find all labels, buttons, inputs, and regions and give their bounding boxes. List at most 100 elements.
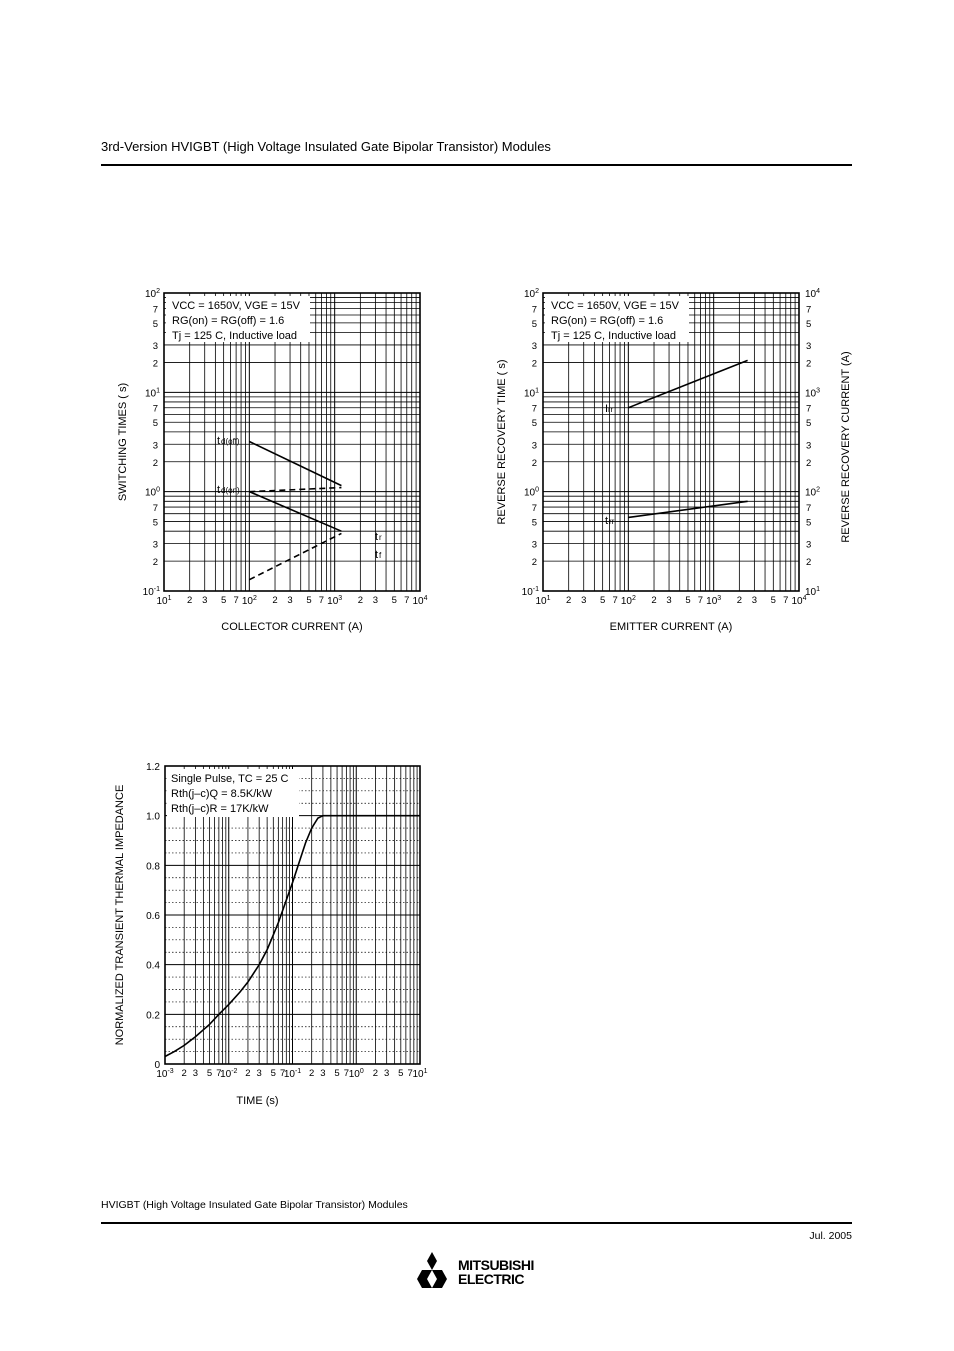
x-tick-label: 7 — [404, 595, 409, 606]
y2-axis-label: REVERSE RECOVERY CURRENT (A) — [840, 351, 852, 542]
series-line-tf — [249, 490, 342, 532]
x-tick-label: 10-2 — [220, 1068, 237, 1080]
x-tick-label: 3 — [373, 595, 378, 606]
y2-tick-label: 7 — [806, 304, 811, 315]
x-tick-label: 10-1 — [284, 1068, 301, 1080]
series-label-tf: t — [375, 549, 378, 561]
x-tick-label: 101 — [535, 595, 550, 607]
series-label-tr: t — [375, 531, 378, 543]
y-tick-label: 7 — [153, 304, 158, 315]
x-tick-label: 103 — [327, 595, 342, 607]
mitsubishi-logo: MITSUBISHI ELECTRIC — [408, 1250, 548, 1292]
y-tick-label: 0.4 — [146, 961, 160, 972]
y-axis-label: REVERSE RECOVERY TIME ( s) — [496, 359, 508, 524]
x-tick-label: 3 — [320, 1068, 325, 1079]
series-label-tr: r — [379, 533, 382, 542]
x-tick-label: 5 — [271, 1068, 276, 1079]
x-tick-label: 2 — [737, 595, 742, 606]
condition-text: Single Pulse, TC = 25 C — [171, 773, 289, 785]
series-label-td-off: t — [217, 435, 220, 447]
x-tick-label: 10-3 — [156, 1068, 173, 1080]
plot-frame — [542, 292, 800, 592]
y-tick-label: 3 — [153, 540, 158, 551]
x-tick-label: 2 — [182, 1068, 187, 1079]
condition-text: Rth(j–c)R = 17K/kW — [171, 803, 269, 815]
series-line-tdon — [249, 486, 342, 493]
series-label-td-on: t — [217, 484, 220, 496]
y-tick-label: 101 — [145, 387, 160, 399]
y2-tick-label: 5 — [806, 418, 811, 429]
y-tick-label: 3 — [532, 540, 537, 551]
y2-tick-label: 104 — [805, 288, 820, 300]
y-tick-label: 0 — [154, 1060, 160, 1071]
x-tick-label: 5 — [306, 595, 311, 606]
x-tick-label: 2 — [358, 595, 363, 606]
y-tick-label: 5 — [532, 319, 537, 330]
y2-tick-label: 5 — [806, 319, 811, 330]
x-tick-label: 7 — [319, 595, 324, 606]
y-tick-label: 2 — [153, 358, 158, 369]
y-tick-label: 100 — [145, 487, 160, 499]
y-tick-label: 1.2 — [146, 762, 160, 773]
x-tick-label: 5 — [221, 595, 226, 606]
conditions-box — [166, 296, 310, 342]
x-tick-label: 7 — [407, 1068, 412, 1079]
x-tick-label: 102 — [621, 595, 636, 607]
x-tick-label: 103 — [706, 595, 721, 607]
x-tick-label: 2 — [373, 1068, 378, 1079]
x-tick-label: 7 — [344, 1068, 349, 1079]
header-divider — [101, 164, 852, 166]
brand-name: MITSUBISHI ELECTRIC — [458, 1257, 534, 1287]
y-tick-label: 3 — [532, 341, 537, 352]
x-axis-label: TIME (s) — [236, 1095, 278, 1107]
x-tick-label: 2 — [245, 1068, 250, 1079]
y-tick-label: 10-1 — [143, 586, 160, 598]
y2-tick-label: 5 — [806, 518, 811, 529]
y-tick-label: 102 — [524, 288, 539, 300]
y-axis-label: SWITCHING TIMES ( s) — [117, 383, 129, 501]
x-tick-label: 2 — [187, 595, 192, 606]
series-line-zth — [164, 814, 420, 1058]
y-tick-label: 1.0 — [146, 812, 160, 823]
y-tick-label: 5 — [153, 418, 158, 429]
y-tick-label: 10-1 — [522, 586, 539, 598]
condition-text: Rth(j–c)Q = 8.5K/kW — [171, 788, 273, 800]
plot-frame — [163, 292, 421, 592]
x-tick-label: 2 — [309, 1068, 314, 1079]
y2-tick-label: 102 — [805, 487, 820, 499]
x-tick-label: 7 — [233, 595, 238, 606]
x-tick-label: 7 — [698, 595, 703, 606]
series-label-trr: rr — [609, 517, 615, 526]
x-tick-label: 2 — [651, 595, 656, 606]
conditions-box — [545, 296, 689, 342]
x-tick-label: 7 — [280, 1068, 285, 1079]
y-tick-label: 7 — [532, 404, 537, 415]
y2-tick-label: 3 — [806, 440, 811, 451]
y2-tick-label: 7 — [806, 404, 811, 415]
series-label-irr: I — [605, 403, 608, 415]
y-tick-label: 7 — [153, 503, 158, 514]
x-axis-label: EMITTER CURRENT (A) — [610, 621, 733, 633]
condition-text: RG(on) = RG(off) = 1.6 — [551, 315, 663, 327]
y-tick-label: 2 — [532, 358, 537, 369]
x-tick-label: 5 — [207, 1068, 212, 1079]
x-tick-label: 2 — [566, 595, 571, 606]
x-tick-label: 3 — [193, 1068, 198, 1079]
y-tick-label: 0.8 — [146, 861, 160, 872]
series-line-tr — [248, 532, 342, 581]
y2-tick-label: 2 — [806, 358, 811, 369]
series-line-tdoff — [248, 440, 342, 487]
y2-tick-label: 7 — [806, 503, 811, 514]
x-tick-label: 3 — [666, 595, 671, 606]
x-tick-label: 5 — [685, 595, 690, 606]
y-tick-label: 2 — [532, 557, 537, 568]
x-tick-label: 101 — [156, 595, 171, 607]
plot-frame — [164, 765, 421, 1065]
y-tick-label: 5 — [153, 319, 158, 330]
y-tick-label: 7 — [153, 404, 158, 415]
x-tick-label: 3 — [202, 595, 207, 606]
y-tick-label: 0.2 — [146, 1010, 160, 1021]
condition-text: Tj = 125 C, Inductive load — [172, 330, 297, 342]
page-title: 3rd-Version HVIGBT (High Voltage Insulat… — [101, 139, 551, 154]
